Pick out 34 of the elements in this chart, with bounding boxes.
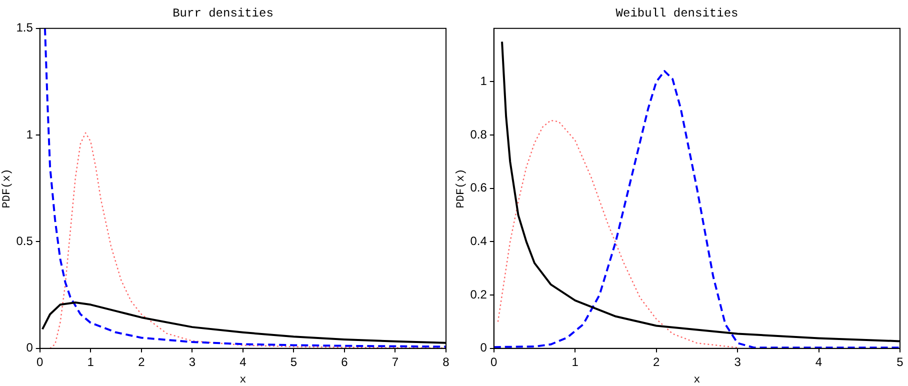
x-tick-label: 2 (652, 354, 660, 369)
x-tick-label: 2 (138, 354, 146, 369)
x-tick-label: 4 (815, 354, 822, 369)
y-tick-label: 0.2 (470, 287, 488, 302)
x-tick-label: 5 (290, 354, 298, 369)
y-tick-label: 0.5 (16, 234, 34, 248)
x-tick-label: 6 (341, 354, 348, 369)
x-tick-label: 1 (572, 354, 579, 369)
y-tick-label: 0.6 (470, 180, 488, 195)
y-tick-label: 0.8 (470, 127, 488, 142)
x-tick-label: 0 (36, 354, 44, 369)
x-tick-label: 3 (734, 354, 742, 369)
chart-title: Weibull densities (616, 6, 738, 20)
line-series (44, 28, 446, 348)
x-tick-label: 1 (87, 354, 94, 369)
x-tick-label: 7 (392, 354, 399, 369)
y-tick-label: 1.5 (16, 20, 34, 35)
x-tick-label: 5 (896, 354, 904, 369)
line-series (49, 132, 446, 348)
x-tick-label: 3 (188, 354, 196, 369)
x-tick-label: 4 (240, 354, 247, 369)
x-axis-title: x (694, 374, 701, 386)
x-tick-label: 0 (490, 354, 498, 369)
x-tick-label: 8 (442, 354, 450, 369)
y-tick-label: 1 (480, 74, 488, 88)
line-series (497, 120, 738, 348)
y-tick-label: 0.4 (470, 234, 488, 248)
chart-title: Burr densities (172, 6, 274, 20)
y-tick-label: 0 (480, 340, 488, 355)
y-tick-label: 0 (26, 340, 34, 355)
y-axis-title: PDF(x) (2, 168, 14, 208)
x-axis-title: x (240, 374, 247, 386)
y-axis-title: PDF(x) (456, 168, 468, 208)
y-tick-label: 1 (26, 127, 34, 142)
